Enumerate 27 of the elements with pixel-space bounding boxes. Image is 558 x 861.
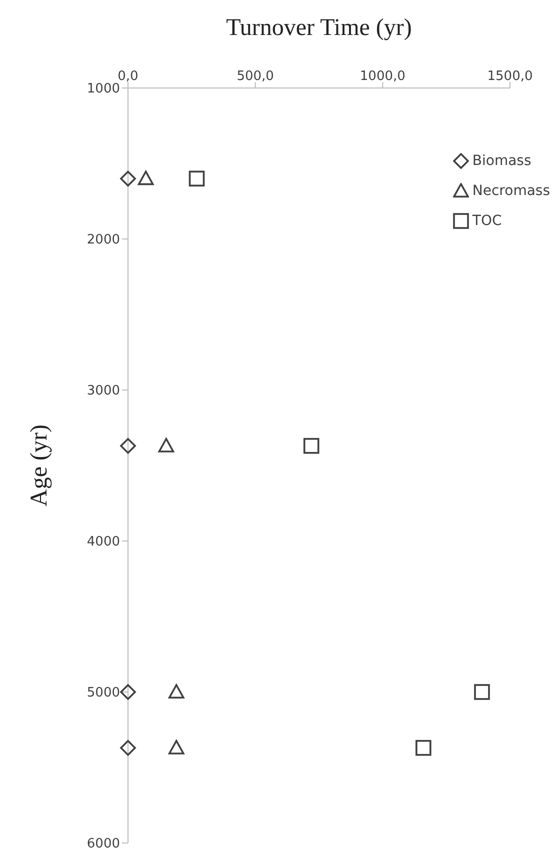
point [158,438,174,452]
point [120,438,136,454]
legend-label: Biomass [472,153,532,169]
point [303,438,320,454]
y-tick-label: 3000 [86,384,120,399]
point [416,740,432,756]
point [168,684,184,698]
y-tick-label: 4000 [86,534,120,550]
point [120,684,136,700]
point [188,170,205,186]
legend-label: TOC [472,213,502,229]
y-axis-title: Age (yr) [26,424,53,506]
point [120,740,136,756]
point [474,684,490,700]
x-tick-label: 500,0 [236,69,274,84]
y-tick-label: 6000 [86,836,120,852]
y-tick-label: 5000 [86,686,120,701]
y-tick-label: 2000 [86,232,120,248]
x-tick-label: 1500,0 [487,69,533,84]
point [168,740,184,754]
y-tick-label: 1000 [86,82,120,97]
point [138,170,154,186]
x-axis-title: Turnover Time (yr) [226,15,412,42]
point [120,170,136,186]
x-tick-label: 1000,0 [360,69,406,84]
legend-label: Necromass [472,183,550,199]
x-tick-label: 0,0 [118,69,138,84]
